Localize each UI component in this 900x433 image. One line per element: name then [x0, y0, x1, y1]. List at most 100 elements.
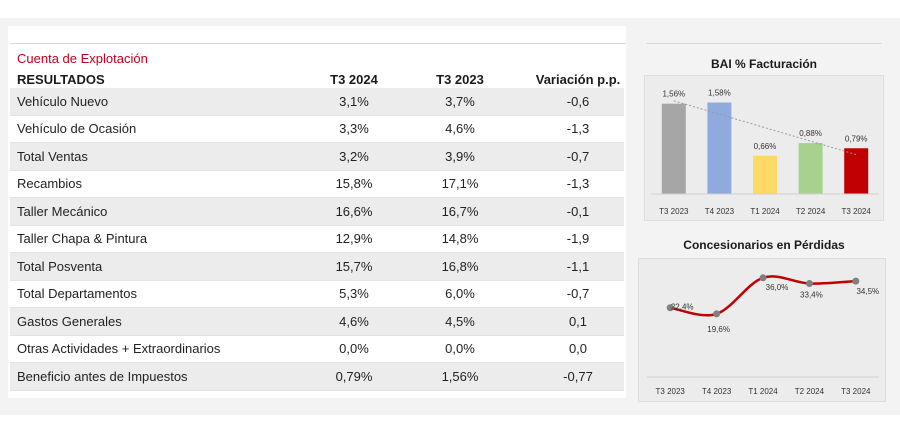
row-label: Total Departamentos — [17, 286, 137, 302]
series-line — [669, 275, 856, 317]
row-label: Recambios — [17, 176, 83, 192]
cell-t3-2023: 14,8% — [441, 231, 479, 247]
bar — [798, 143, 823, 194]
bar-chart: 1,56% T3 2023 1,58% T4 2023 0,66% T1 2024 0,88… — [651, 89, 879, 216]
table-row: Total Ventas 3,2% 3,9% -0,7 — [10, 143, 624, 171]
line-chart: 22,4% T3 2023 19,6% T4 2023 36,0% T1 2024 33,4… — [647, 274, 879, 396]
x-tick-label: T2 2024 — [796, 207, 826, 216]
bar-data-label: 0,66% — [754, 142, 777, 151]
cell-variation: -1,1 — [566, 258, 590, 274]
row-label: Total Posventa — [17, 258, 103, 274]
header-t3-2024: T3 2024 — [330, 72, 378, 87]
x-tick-label: T4 2023 — [705, 207, 735, 216]
bar-chart-box: 1,56% T3 2023 1,58% T4 2023 0,66% T1 2024 0,88… — [644, 75, 884, 221]
cell-variation: -0,6 — [566, 93, 590, 109]
line-chart-title: Concesionarios en Pérdidas — [683, 238, 845, 252]
table-row: Total Departamentos 5,3% 6,0% -0,7 — [10, 281, 624, 308]
cell-variation: -0,1 — [566, 203, 590, 219]
cell-t3-2024: 12,9% — [335, 231, 373, 247]
cell-variation: -1,3 — [566, 176, 590, 192]
cell-t3-2024: 3,2% — [339, 148, 369, 164]
cell-t3-2024: 3,1% — [339, 93, 369, 109]
cell-t3-2023: 4,6% — [445, 121, 475, 137]
row-label: Otras Actividades + Extraordinarios — [17, 341, 221, 357]
row-label: Taller Chapa & Pintura — [17, 231, 148, 247]
cell-t3-2023: 1,56% — [441, 368, 479, 384]
table-row: Otras Actividades + Extraordinarios 0,0% 0… — [10, 336, 624, 363]
table-row: Gastos Generales 4,6% 4,5% 0,1 — [10, 308, 624, 336]
cell-t3-2024: 0,79% — [335, 368, 373, 384]
bar — [661, 103, 686, 194]
bar-chart-title: BAI % Facturación — [710, 57, 818, 71]
cell-variation: 0,1 — [568, 313, 588, 329]
cell-variation: 0,0 — [568, 341, 588, 357]
cell-variation: -0,7 — [566, 148, 590, 164]
x-tick-label: T2 2024 — [795, 387, 825, 396]
bar-data-label: 0,88% — [799, 129, 822, 138]
point-data-label: 34,5% — [856, 287, 879, 296]
cell-t3-2024: 0,0% — [339, 341, 369, 357]
cell-t3-2024: 5,3% — [339, 286, 369, 302]
point-data-label: 19,6% — [707, 325, 730, 334]
table-row: Total Posventa 15,7% 16,8% -1,1 — [10, 253, 624, 281]
row-label: Beneficio antes de Impuestos — [17, 368, 188, 384]
table-row: Vehículo de Ocasión 3,3% 4,6% -1,3 — [10, 116, 624, 143]
cell-t3-2023: 4,5% — [445, 313, 475, 329]
charts-top-divider — [646, 43, 882, 44]
cell-t3-2023: 17,1% — [441, 176, 479, 192]
data-point — [852, 277, 860, 285]
point-data-label: 22,4% — [671, 303, 694, 312]
bar — [707, 102, 732, 194]
bar — [753, 155, 777, 194]
cell-t3-2023: 16,8% — [441, 258, 479, 274]
cell-t3-2024: 15,7% — [335, 258, 373, 274]
row-label: Total Ventas — [17, 148, 88, 164]
table-row: Beneficio antes de Impuestos 0,79% 1,56% -0… — [10, 363, 624, 391]
header-variation: Variación p.p. — [535, 72, 621, 87]
cell-t3-2023: 3,9% — [445, 148, 475, 164]
table-top-divider — [10, 43, 626, 44]
cell-variation: -0,7 — [566, 286, 590, 302]
bar-data-label: 1,56% — [662, 90, 685, 99]
header-t3-2023: T3 2023 — [436, 72, 484, 87]
point-data-label: 36,0% — [766, 283, 789, 292]
data-point — [666, 304, 674, 312]
data-point — [759, 274, 767, 282]
bar — [844, 148, 869, 194]
cell-t3-2024: 15,8% — [335, 176, 373, 192]
line-chart-box: 22,4% T3 2023 19,6% T4 2023 36,0% T1 2024 33,4… — [638, 258, 886, 402]
row-label: Vehículo Nuevo — [17, 93, 109, 109]
table-row: Taller Chapa & Pintura 12,9% 14,8% -1,9 — [10, 226, 624, 253]
x-tick-label: T1 2024 — [750, 207, 780, 216]
x-tick-label: T3 2023 — [659, 207, 689, 216]
cell-t3-2023: 16,7% — [441, 203, 479, 219]
cell-t3-2023: 6,0% — [445, 286, 475, 302]
row-label: Vehículo de Ocasión — [17, 121, 137, 137]
x-tick-label: T3 2024 — [841, 387, 871, 396]
x-tick-label: T1 2024 — [748, 387, 778, 396]
cell-variation: -0,77 — [563, 368, 593, 384]
row-label: Taller Mecánico — [17, 203, 108, 219]
cell-t3-2024: 3,3% — [339, 121, 369, 137]
table-row: Recambios 15,8% 17,1% -1,3 — [10, 171, 624, 198]
cell-t3-2023: 0,0% — [445, 341, 475, 357]
row-label: Gastos Generales — [17, 313, 122, 329]
x-tick-label: T3 2023 — [656, 387, 686, 396]
table-row: Vehículo Nuevo 3,1% 3,7% -0,6 — [10, 88, 624, 116]
data-point — [713, 310, 721, 318]
results-table: Vehículo Nuevo 3,1% 3,7% -0,6 Vehículo de Oc… — [10, 88, 624, 391]
bar-data-label: 0,79% — [845, 134, 868, 143]
cell-variation: -1,9 — [566, 231, 590, 247]
cell-variation: -1,3 — [566, 121, 590, 137]
x-tick-label: T4 2023 — [702, 387, 732, 396]
table-title: Cuenta de Explotación — [17, 51, 148, 66]
cell-t3-2024: 16,6% — [335, 203, 373, 219]
data-point — [805, 280, 813, 288]
point-data-label: 33,4% — [800, 291, 823, 300]
bar-data-label: 1,58% — [708, 89, 731, 98]
x-tick-label: T3 2024 — [842, 207, 872, 216]
cell-t3-2024: 4,6% — [339, 313, 369, 329]
table-row: Taller Mecánico 16,6% 16,7% -0,1 — [10, 198, 624, 226]
cell-t3-2023: 3,7% — [445, 93, 475, 109]
header-results: RESULTADOS — [17, 72, 105, 87]
